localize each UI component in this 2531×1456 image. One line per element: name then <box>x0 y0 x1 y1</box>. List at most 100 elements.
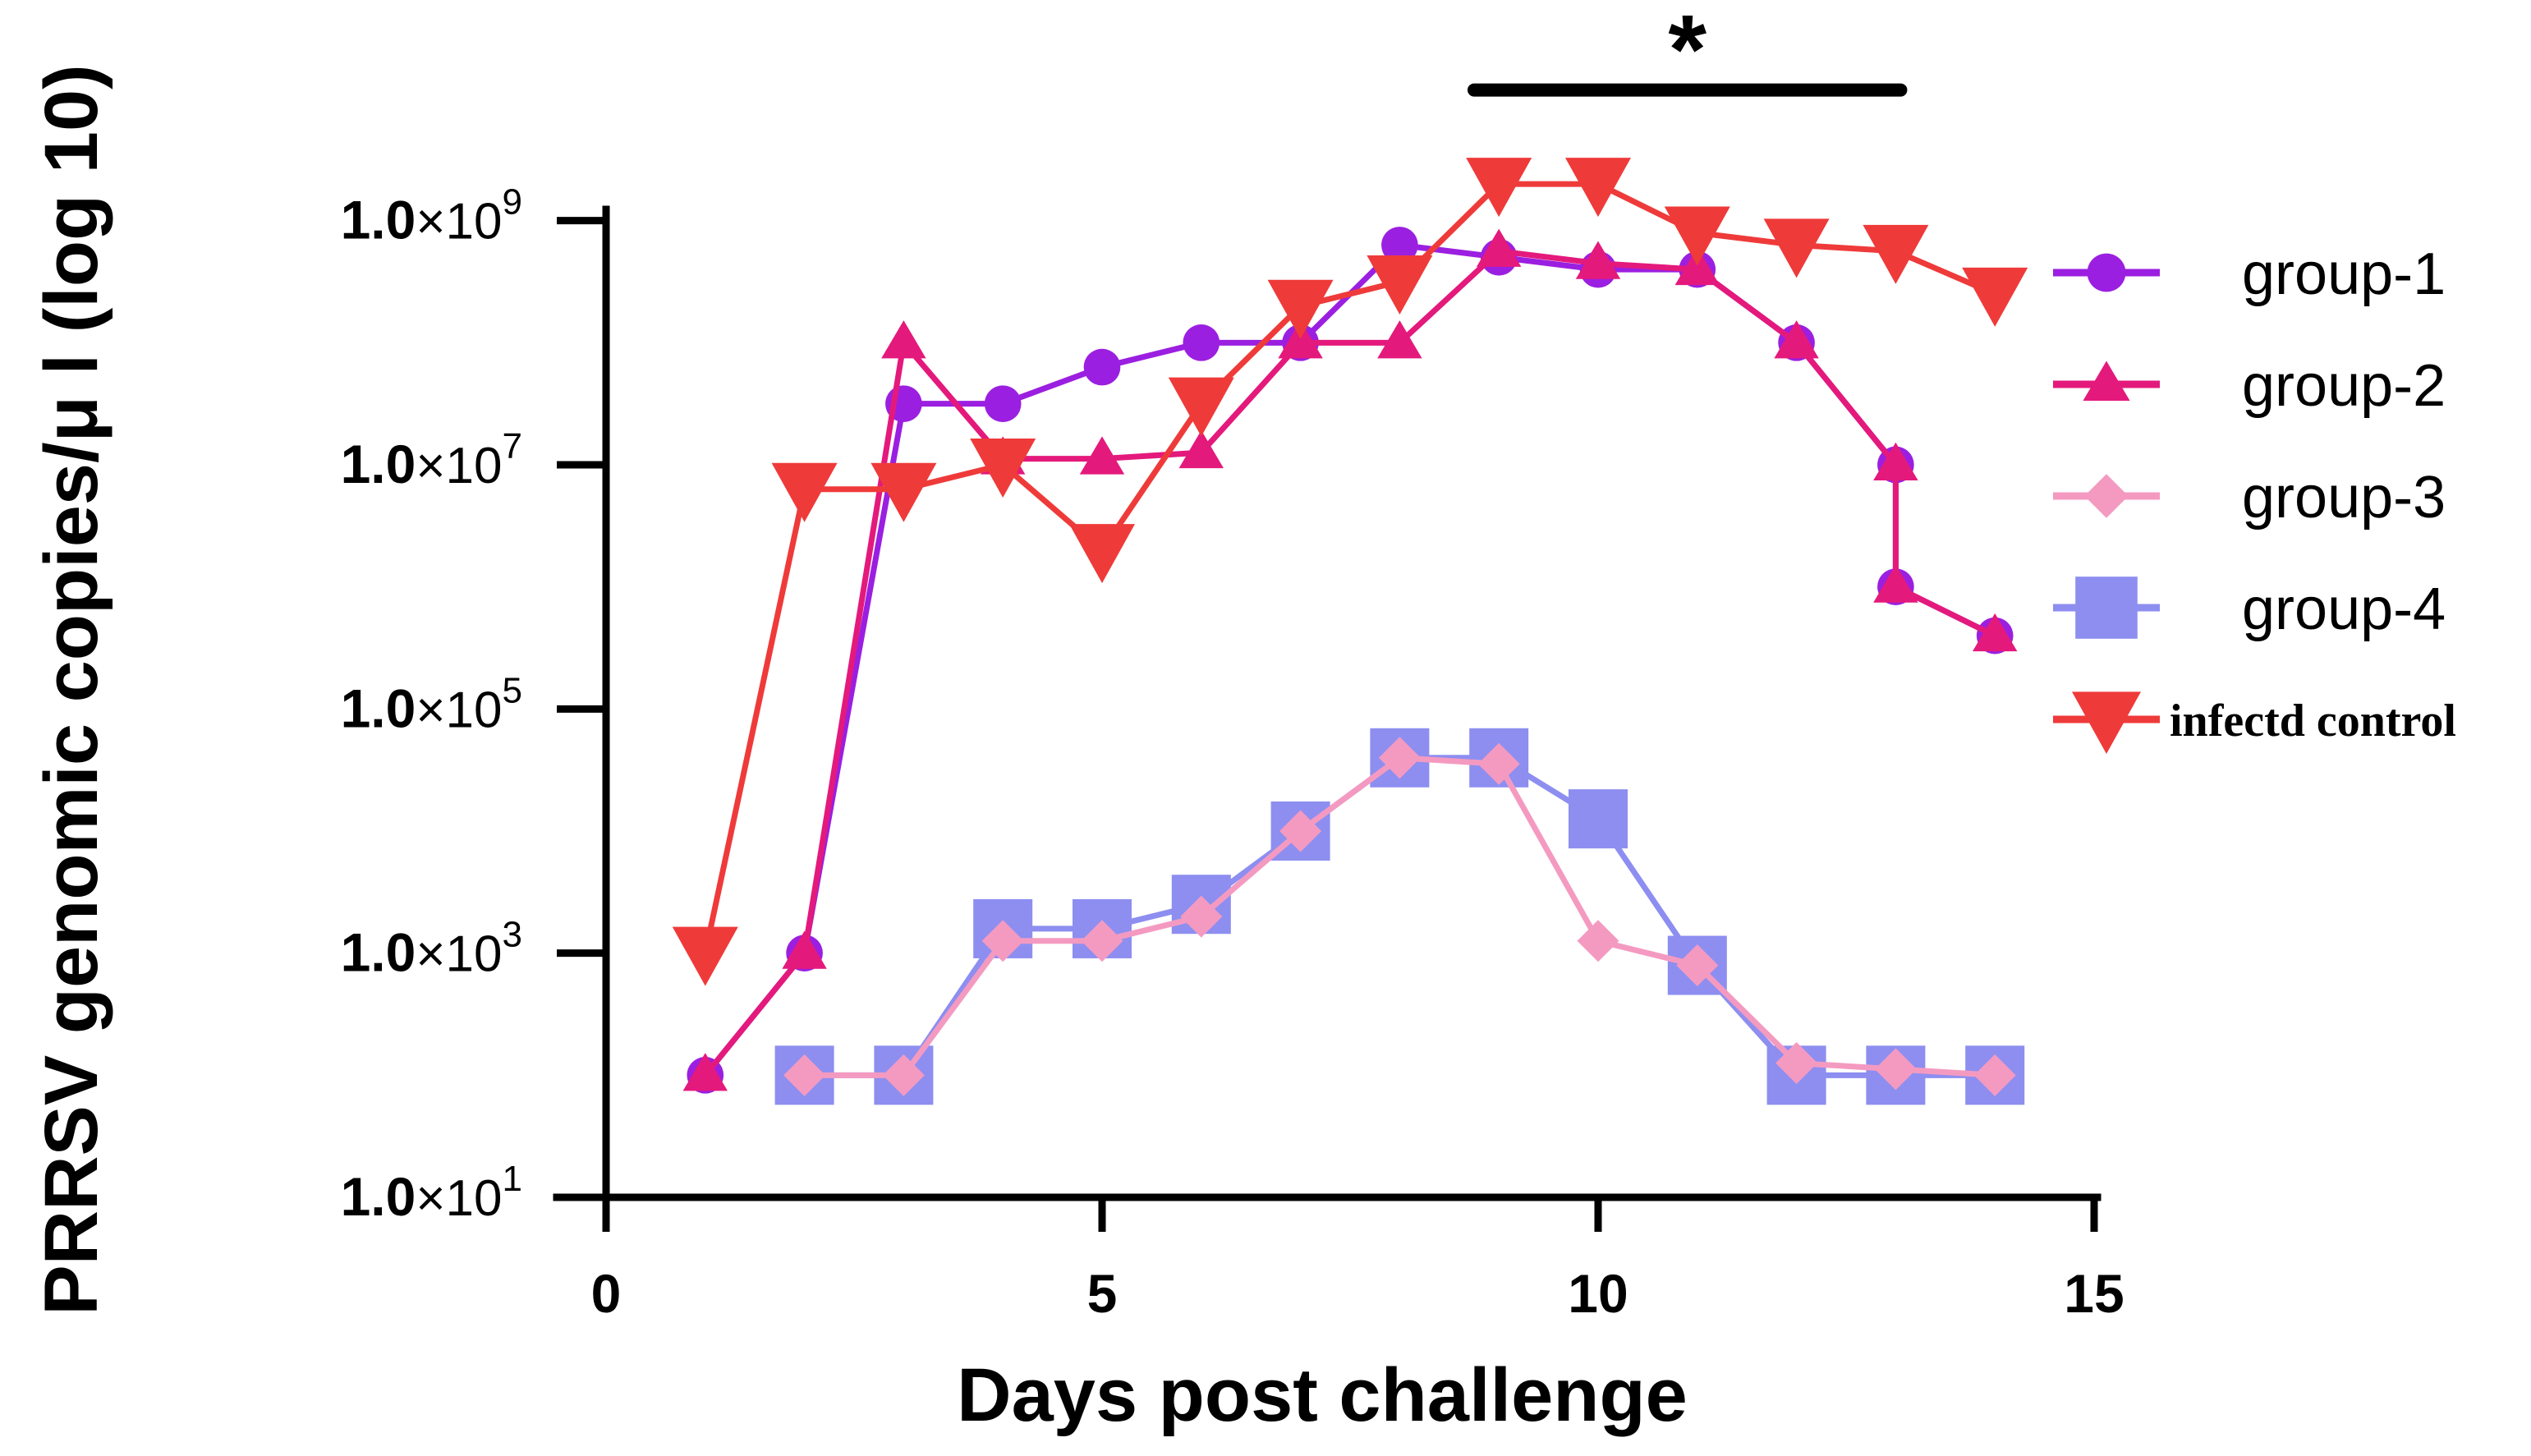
y-tick-prefix: 1.0 <box>341 190 416 250</box>
y-tick-exponent: 1 <box>503 1159 522 1199</box>
data-point <box>1565 158 1631 218</box>
x-tick-label: 10 <box>1568 1263 1628 1324</box>
data-point <box>970 439 1036 498</box>
series-group-4 <box>774 728 2025 1105</box>
data-point <box>870 462 937 522</box>
data-point <box>1863 224 1929 284</box>
y-axis-title: PRRSV genomic copies/μ l (log 10) <box>30 64 113 1315</box>
data-point <box>981 920 1024 962</box>
legend-item: group-3 <box>2053 465 2446 530</box>
data-point <box>1378 737 1421 779</box>
series-group-3 <box>783 737 2016 1096</box>
x-axis-title: Days post challenge <box>957 1353 1688 1437</box>
y-tick-exponent: 9 <box>503 182 522 223</box>
legend-label: group-4 <box>2242 576 2446 642</box>
data-point <box>1873 564 1918 603</box>
data-point <box>1081 920 1123 962</box>
legend-swatch-marker <box>2087 253 2126 292</box>
y-tick-label: 1.0×105 <box>341 670 522 738</box>
data-point <box>1477 742 1520 785</box>
data-point <box>1477 228 1522 267</box>
legend-swatch-marker <box>2075 576 2138 639</box>
data-point <box>1676 944 1719 987</box>
data-point <box>1168 377 1234 437</box>
series-line <box>703 248 1996 1077</box>
y-tick-label: 1.0×103 <box>341 915 522 983</box>
data-point <box>1183 324 1220 361</box>
legend-swatch-marker <box>2083 361 2130 401</box>
y-tick-base: 10 <box>446 682 503 738</box>
legend-label: infectd control <box>2170 696 2456 746</box>
significance-star: * <box>1668 0 1706 105</box>
data-point <box>1180 895 1223 938</box>
data-point <box>881 320 926 359</box>
data-point <box>1069 524 1135 584</box>
data-point <box>1774 320 1819 359</box>
y-tick-label: 1.0×109 <box>341 182 522 250</box>
y-tick-base: 10 <box>446 194 503 250</box>
y-tick-exponent: 3 <box>503 915 522 955</box>
data-point <box>1973 613 2018 652</box>
data-point <box>1973 1054 2016 1096</box>
y-tick-times: × <box>416 682 445 738</box>
data-point <box>1367 255 1433 315</box>
y-tick-label: 1.0×107 <box>341 426 522 494</box>
legend-item: group-1 <box>2053 241 2446 307</box>
y-tick-prefix: 1.0 <box>341 1166 416 1227</box>
data-point <box>1278 320 1323 359</box>
y-tick-times: × <box>416 1170 445 1227</box>
y-tick-base: 10 <box>446 1170 503 1227</box>
y-tick-base: 10 <box>446 438 503 494</box>
data-point <box>1466 158 1532 218</box>
data-point <box>682 1053 728 1091</box>
data-point <box>1279 810 1322 852</box>
x-tick-label: 0 <box>591 1263 622 1324</box>
data-point <box>1962 267 2028 327</box>
y-tick-exponent: 5 <box>503 670 522 710</box>
legend-layer: group-1 group-2 group-3 group-4 infectd cont… <box>2053 241 2456 754</box>
data-point <box>984 385 1022 422</box>
data-point <box>1763 218 1830 278</box>
data-point <box>1178 429 1224 469</box>
y-tick-prefix: 1.0 <box>341 922 416 983</box>
data-point <box>1575 241 1621 279</box>
data-point <box>1569 789 1628 849</box>
data-point <box>1577 920 1619 962</box>
y-tick-label: 1.0×101 <box>341 1159 522 1227</box>
x-tick-label: 15 <box>2064 1263 2124 1324</box>
data-point <box>1377 320 1422 359</box>
legend-item: group-4 <box>2053 576 2446 642</box>
data-point <box>1674 246 1720 286</box>
y-tick-base: 10 <box>446 926 503 983</box>
data-point <box>1083 348 1121 386</box>
data-point <box>1874 1048 1917 1091</box>
y-tick-prefix: 1.0 <box>341 677 416 738</box>
series-group-2 <box>682 228 2018 1091</box>
series-layer <box>672 158 2028 1105</box>
data-point <box>1664 206 1730 266</box>
series-line <box>702 181 1996 954</box>
annotation-layer: * <box>1468 0 1908 105</box>
data-point <box>783 1054 826 1096</box>
legend-label: group-3 <box>2242 465 2446 530</box>
y-tick-prefix: 1.0 <box>341 434 416 494</box>
y-tick-times: × <box>416 194 445 250</box>
data-point <box>882 1054 925 1096</box>
data-point <box>1775 1041 1818 1084</box>
data-point <box>1873 442 1918 481</box>
legend-item: infectd control <box>2053 691 2456 754</box>
y-tick-times: × <box>416 438 445 494</box>
data-point <box>1381 227 1418 264</box>
legend-swatch-marker <box>2072 691 2141 754</box>
data-point <box>782 930 827 969</box>
data-point <box>1267 279 1334 339</box>
legend-swatch-marker <box>2084 474 2129 518</box>
y-tick-exponent: 7 <box>503 426 522 466</box>
legend-label: group-1 <box>2242 241 2446 307</box>
data-point <box>672 926 738 986</box>
x-tick-label: 5 <box>1087 1263 1118 1324</box>
legend-item: group-2 <box>2053 353 2446 419</box>
